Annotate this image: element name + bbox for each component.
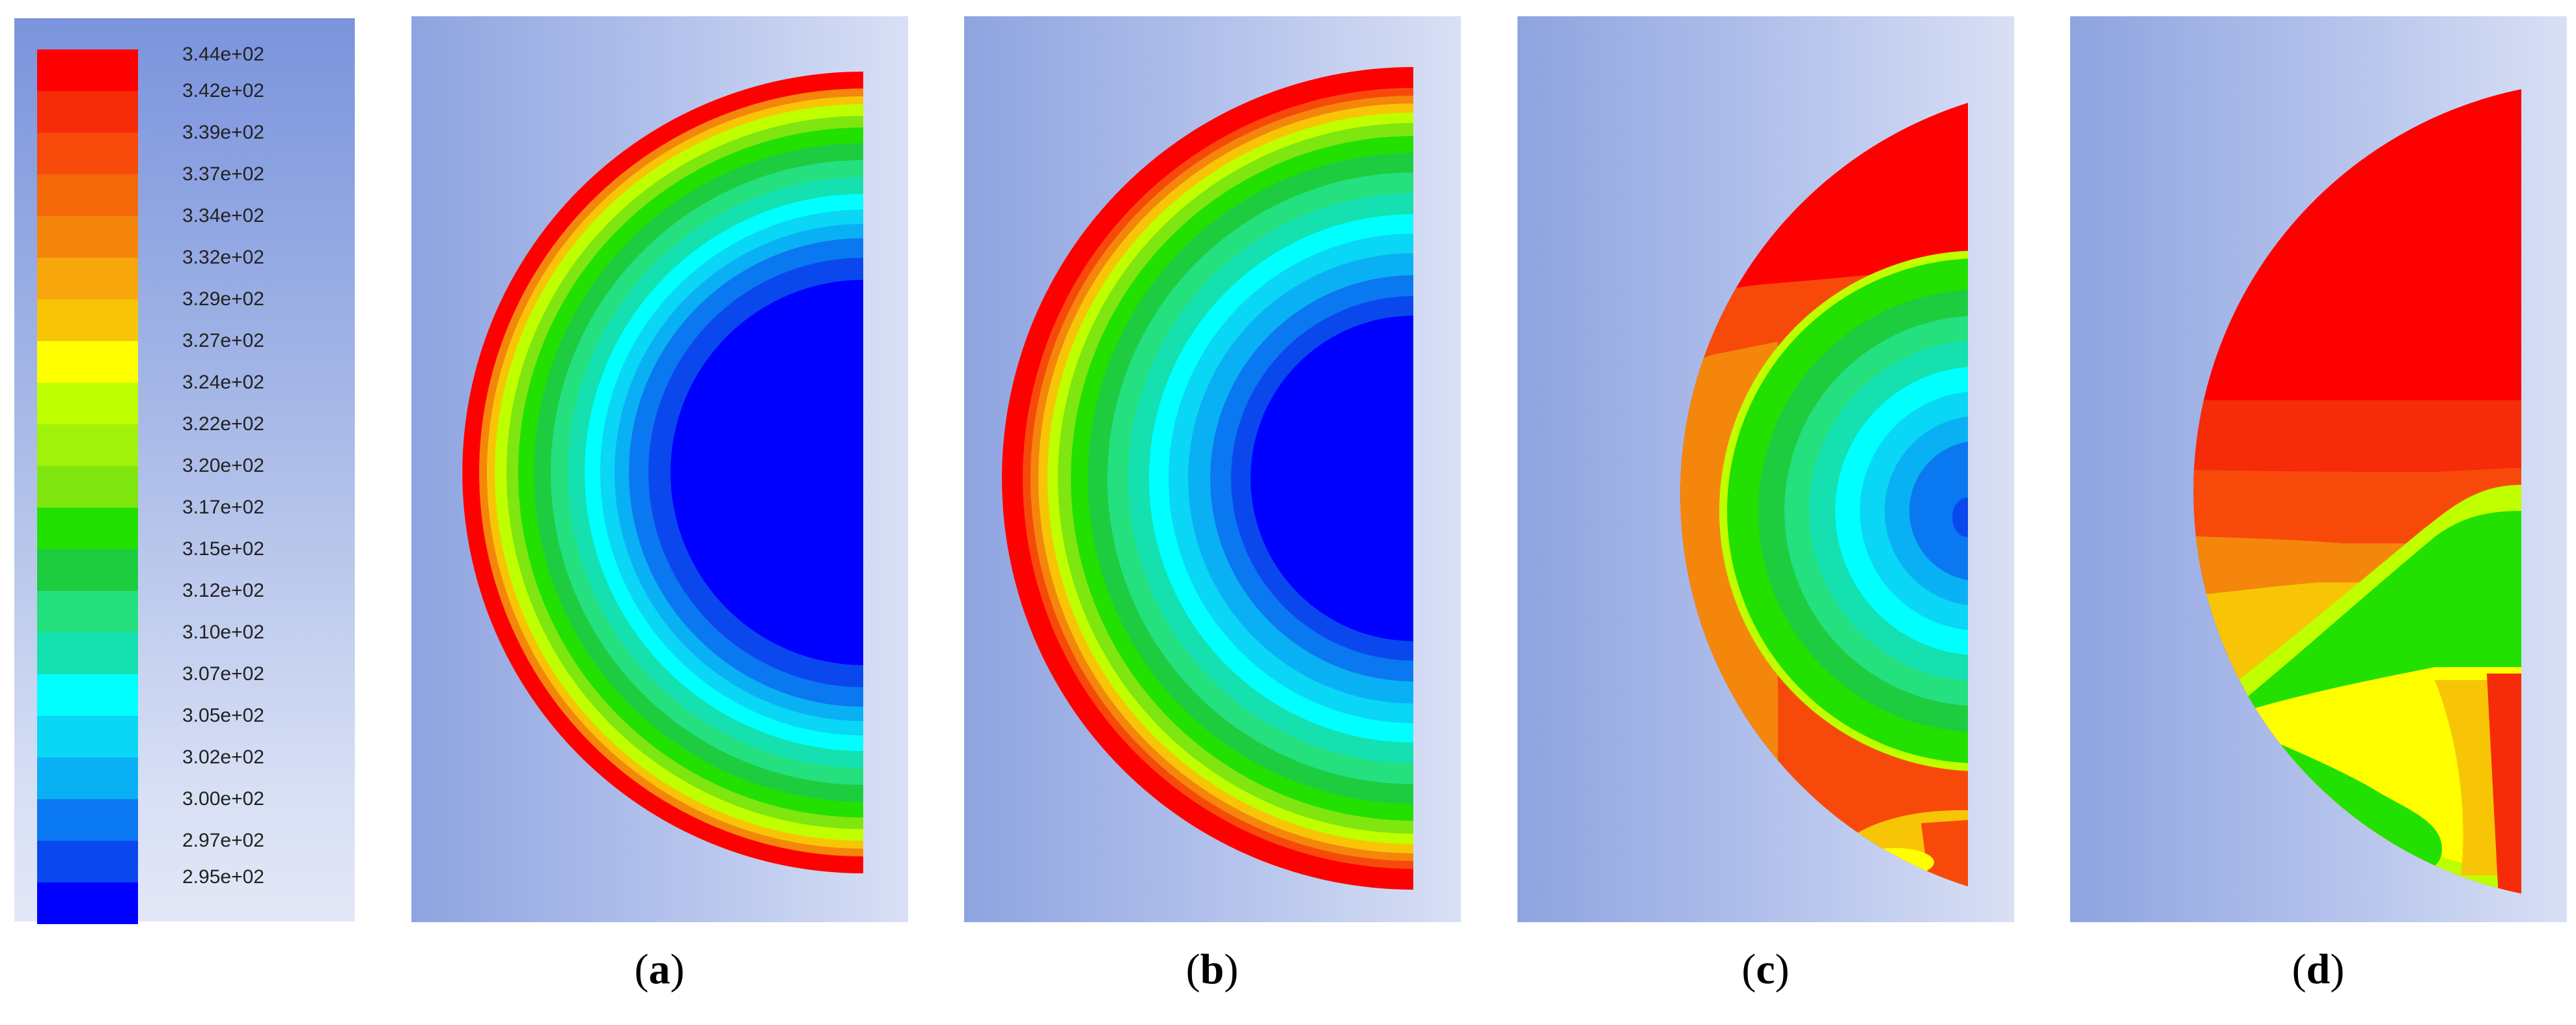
contour-panel-b (964, 16, 1461, 922)
colorbar-tick-label: 3.12e+02 (182, 580, 264, 601)
colorbar-swatch (37, 466, 138, 508)
colorbar-swatch (37, 174, 138, 216)
caption-c: (c) (1741, 946, 1790, 993)
colorbar-swatch (37, 383, 138, 424)
colorbar-swatch (37, 341, 138, 383)
caption-d: (d) (2292, 946, 2345, 993)
colorbar-swatch (37, 591, 138, 633)
colorbar-swatch (37, 882, 138, 924)
contour-plot-c (1680, 103, 1968, 886)
contour-panel-a (411, 16, 908, 922)
colorbar-swatch (37, 758, 138, 799)
colorbar-swatch (37, 716, 138, 758)
contour-plot-d (2193, 89, 2522, 894)
colorbar-swatch (37, 633, 138, 674)
colorbar-tick-label: 3.44e+02 (182, 44, 264, 65)
contour-panel-d (2070, 16, 2567, 922)
colorbar-tick-label: 3.24e+02 (182, 372, 264, 393)
colorbar-tick-label: 3.05e+02 (182, 705, 264, 726)
colorbar-swatch (37, 508, 138, 549)
contour-plot-b (1002, 67, 1413, 890)
colorbar-legend: 3.44e+02 3.42e+02 3.39e+02 3.37e+02 3.34e+02… (14, 18, 355, 924)
colorbar-swatch (37, 674, 138, 716)
colorbar-tick-label: 3.17e+02 (182, 497, 264, 518)
caption-b: (b) (1185, 946, 1239, 993)
colorbar-swatch (37, 91, 138, 133)
colorbar-tick-label: 3.15e+02 (182, 538, 264, 560)
colorbar-tick-label: 3.34e+02 (182, 205, 264, 226)
colorbar-tick-label: 3.00e+02 (182, 788, 264, 810)
colorbar-tick-label: 3.07e+02 (182, 663, 264, 685)
colorbar-tick-label: 3.02e+02 (182, 746, 264, 768)
colorbar-tick-label: 3.39e+02 (182, 122, 264, 143)
colorbar-tick-label: 3.27e+02 (182, 330, 264, 351)
colorbar-tick-label: 3.20e+02 (182, 455, 264, 476)
colorbar-swatch (37, 49, 138, 91)
colorbar-tick-label: 3.32e+02 (182, 247, 264, 268)
colorbar-tick-label: 3.22e+02 (182, 413, 264, 435)
colorbar-swatch (37, 841, 138, 882)
contour-plot-a (462, 72, 864, 873)
colorbar-tick-label: 2.95e+02 (182, 866, 264, 888)
colorbar-swatch (37, 258, 138, 299)
colorbar-tick-label: 2.97e+02 (182, 830, 264, 851)
colorbar-swatch (37, 424, 138, 466)
colorbar-tick-label: 3.42e+02 (182, 80, 264, 102)
colorbar-swatch (37, 299, 138, 341)
contour-panel-c (1517, 16, 2014, 922)
colorbar-tick-label: 3.10e+02 (182, 622, 264, 643)
colorbar-tick-label: 3.29e+02 (182, 288, 264, 310)
colorbar-swatch (37, 799, 138, 841)
colorbar-swatch (37, 133, 138, 174)
colorbar-swatch (37, 216, 138, 258)
caption-a: (a) (634, 946, 685, 993)
colorbar-swatch (37, 549, 138, 591)
colorbar-tick-label: 3.37e+02 (182, 163, 264, 185)
